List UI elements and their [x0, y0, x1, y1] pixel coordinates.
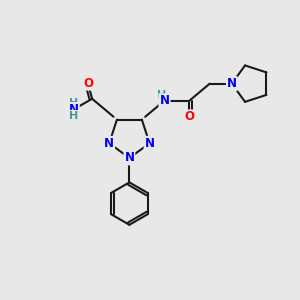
Text: N: N: [145, 137, 154, 150]
Text: N: N: [159, 94, 170, 107]
Text: O: O: [184, 110, 194, 123]
Text: O: O: [83, 76, 93, 90]
Text: N: N: [104, 137, 114, 150]
Text: N: N: [69, 103, 79, 116]
Text: H: H: [68, 105, 78, 115]
Text: H: H: [157, 90, 166, 100]
Text: H: H: [69, 111, 78, 121]
Text: N: N: [124, 152, 134, 164]
Text: H: H: [69, 98, 78, 108]
Text: N: N: [227, 77, 237, 90]
